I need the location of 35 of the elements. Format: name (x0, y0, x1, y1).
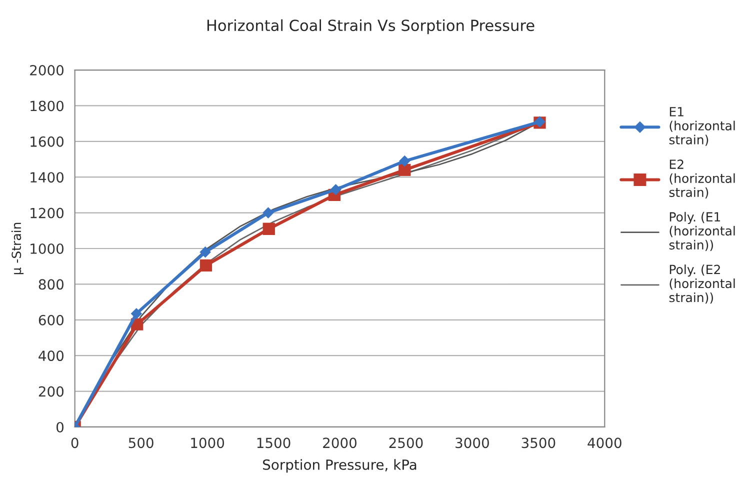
x-tick-label: 3000 (456, 438, 489, 448)
legend-label: E2 (horizontal strain) (669, 160, 735, 198)
y-tick-label: 400 (38, 350, 64, 362)
x-tick-label: 0 (71, 438, 78, 448)
y-tick-label: 200 (38, 386, 64, 397)
y-tick-label: 0 (56, 422, 64, 432)
x-tick-label: 2000 (323, 438, 356, 448)
point (330, 184, 342, 196)
legend-label: E1 (horizontal strain) (669, 107, 735, 146)
point (200, 246, 211, 258)
y-tick-label: 600 (38, 314, 64, 326)
x-tick-label: 4000 (588, 438, 622, 448)
point (262, 222, 275, 235)
y-tick-label: 1200 (30, 208, 64, 218)
point (398, 164, 411, 176)
y-tick-label: 1400 (30, 172, 64, 183)
x-tick-label: 1500 (257, 438, 290, 448)
point (262, 207, 274, 218)
x-tick-label: 3500 (522, 438, 556, 448)
y-axis-title: μ -Strain (11, 222, 24, 274)
y-tick-label: 1800 (30, 100, 64, 112)
legend-label: Poly. (E1 (horizontal strain)) (669, 212, 735, 252)
point (399, 156, 410, 166)
x-tick-label: 1000 (191, 438, 224, 448)
legend-label: Poly. (E2 (horizontal strain)) (669, 264, 735, 304)
y-tick-label: 800 (38, 279, 64, 290)
point (200, 259, 212, 272)
x-tick-label: 500 (128, 438, 154, 448)
y-tick-label: 1000 (30, 243, 64, 254)
x-axis-title: Sorption Pressure, kPa (263, 459, 416, 473)
x-tick-label: 2500 (389, 438, 423, 448)
point (131, 308, 142, 320)
chart-title: Horizontal Coal Strain Vs Sorption Pressure (207, 19, 534, 34)
y-tick-label: 2000 (30, 65, 64, 76)
y-tick-label: 1600 (30, 136, 64, 147)
